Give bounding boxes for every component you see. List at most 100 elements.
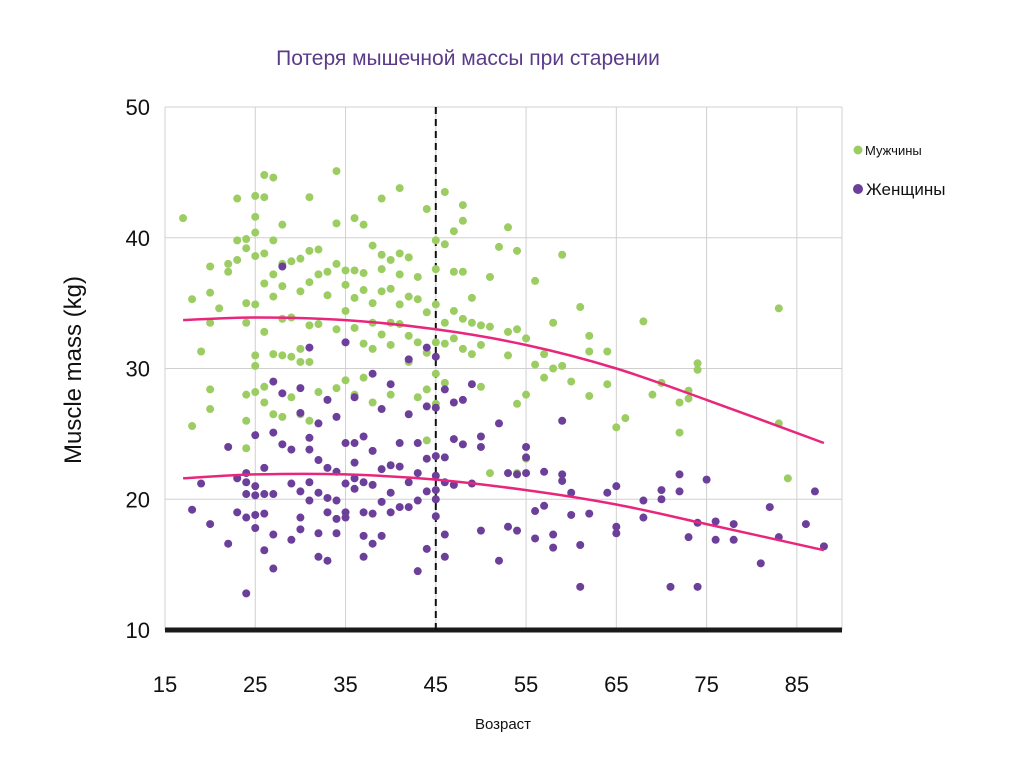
legend-marker-men [853, 145, 863, 155]
data-point-women [359, 552, 368, 561]
data-point-women [819, 542, 828, 551]
data-point-women [224, 539, 233, 548]
data-point-men [558, 361, 567, 370]
data-point-women [404, 503, 413, 512]
data-point-men [251, 351, 260, 360]
data-point-men [693, 359, 702, 368]
data-point-women [296, 384, 305, 393]
data-point-women [323, 395, 332, 404]
data-point-men [639, 317, 648, 326]
data-point-men [449, 267, 458, 276]
trend-line-men [183, 316, 825, 445]
data-point-men [350, 323, 359, 332]
data-point-men [675, 428, 684, 437]
data-point-women [422, 487, 431, 496]
data-point-women [431, 512, 440, 521]
data-point-men [675, 398, 684, 407]
data-point-women [314, 529, 323, 538]
data-point-women [359, 508, 368, 517]
data-point-women [395, 439, 404, 448]
data-point-men [332, 219, 341, 228]
data-point-men [251, 228, 260, 237]
data-point-women [558, 470, 567, 479]
data-point-women [431, 452, 440, 461]
data-point-women [549, 530, 558, 539]
data-point-women [287, 445, 296, 454]
data-point-men [251, 361, 260, 370]
data-point-women [567, 488, 576, 497]
data-point-women [377, 531, 386, 540]
data-point-men [476, 382, 485, 391]
data-point-women [612, 529, 621, 538]
data-point-women [413, 469, 422, 478]
data-point-men [278, 351, 287, 360]
data-point-women [494, 556, 503, 565]
data-point-men [314, 320, 323, 329]
data-point-women [513, 526, 522, 535]
data-point-men [684, 394, 693, 403]
data-point-men [206, 318, 215, 327]
data-point-women [458, 395, 467, 404]
data-point-women [269, 564, 278, 573]
legend-marker-women [853, 184, 863, 194]
data-point-women [188, 505, 197, 514]
data-point-men [540, 373, 549, 382]
data-point-men [476, 321, 485, 330]
data-point-women [675, 470, 684, 479]
data-point-men [359, 269, 368, 278]
data-point-women [684, 533, 693, 542]
data-point-men [395, 270, 404, 279]
data-point-women [431, 486, 440, 495]
x-tick-label: 25 [243, 672, 267, 697]
data-point-men [341, 266, 350, 275]
data-point-men [260, 249, 269, 258]
data-point-men [332, 259, 341, 268]
data-point-men [242, 318, 251, 327]
data-point-men [323, 267, 332, 276]
data-point-men [242, 416, 251, 425]
data-point-men [449, 306, 458, 315]
data-point-men [386, 340, 395, 349]
data-point-women [549, 543, 558, 552]
data-point-women [729, 520, 738, 529]
data-point-men [332, 325, 341, 334]
x-tick-label: 85 [785, 672, 809, 697]
data-point-men [305, 357, 314, 366]
data-point-women [251, 524, 260, 533]
data-point-men [377, 330, 386, 339]
data-point-men [350, 214, 359, 223]
data-point-men [603, 347, 612, 356]
data-point-women [603, 488, 612, 497]
data-point-men [314, 388, 323, 397]
y-axis-label: Muscle mass (kg) [60, 276, 87, 464]
data-point-women [314, 488, 323, 497]
data-point-women [386, 488, 395, 497]
data-point-women [558, 416, 567, 425]
data-point-women [504, 522, 513, 531]
data-point-men [467, 293, 476, 302]
data-point-men [368, 344, 377, 353]
data-point-men [440, 187, 449, 196]
data-point-women [576, 541, 585, 550]
data-point-men [413, 272, 422, 281]
data-point-women [765, 503, 774, 512]
trend-lines [183, 316, 825, 552]
data-point-women [666, 582, 675, 591]
data-point-women [296, 408, 305, 417]
data-point-women [332, 412, 341, 421]
data-point-men [332, 384, 341, 393]
data-point-men [350, 293, 359, 302]
data-point-men [287, 257, 296, 266]
data-point-women [476, 432, 485, 441]
data-point-men [504, 223, 513, 232]
data-point-women [612, 482, 621, 491]
data-point-men [504, 327, 513, 336]
data-point-men [585, 331, 594, 340]
data-point-women [242, 490, 251, 499]
data-point-men [359, 339, 368, 348]
data-point-men [341, 280, 350, 289]
data-point-women [314, 419, 323, 428]
data-point-women [657, 486, 666, 495]
data-point-women [350, 458, 359, 467]
x-tick-label: 75 [694, 672, 718, 697]
